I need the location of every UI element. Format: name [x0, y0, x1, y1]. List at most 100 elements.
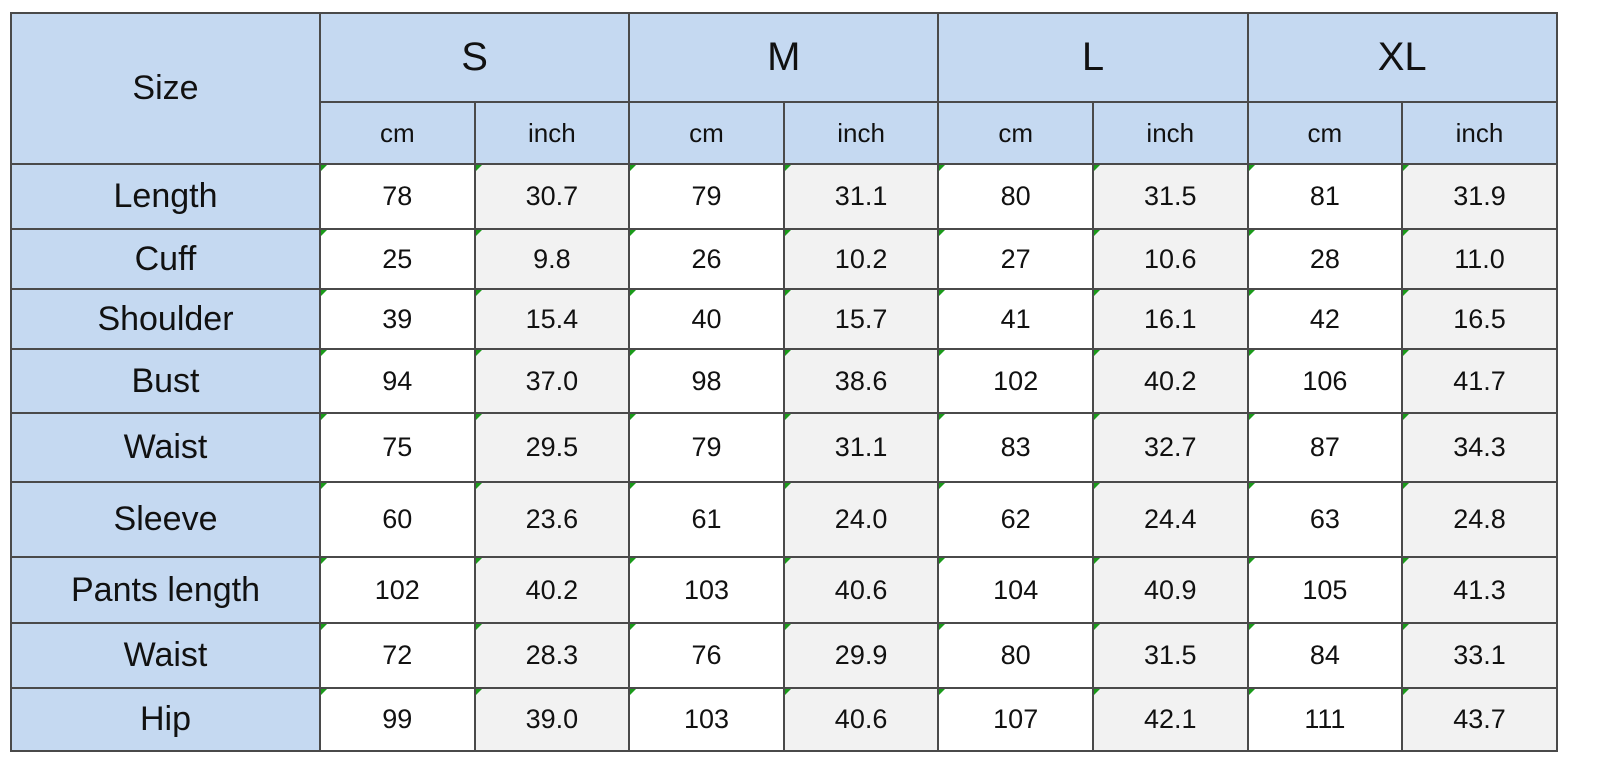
cell: 29.9 — [782, 622, 940, 689]
cell: 111 — [1246, 687, 1404, 752]
row-label: Hip — [10, 687, 321, 752]
cell: 15.4 — [473, 288, 631, 350]
cell: 104 — [937, 556, 1094, 624]
cell: 106 — [1246, 348, 1404, 414]
cell: 30.7 — [473, 163, 631, 230]
unit-header: inch — [1401, 101, 1558, 165]
cell: 33.1 — [1401, 622, 1558, 689]
cell: 40.2 — [1091, 348, 1249, 414]
cell: 40.2 — [473, 556, 631, 624]
cell: 80 — [937, 163, 1094, 230]
cell: 87 — [1246, 412, 1404, 483]
cell: 83 — [937, 412, 1094, 483]
cell: 26 — [628, 228, 785, 290]
data-row: Hip 99 39.0 103 40.6 107 42.1 111 43.7 — [10, 687, 1558, 752]
cell: 102 — [319, 556, 476, 624]
cell: 10.6 — [1091, 228, 1249, 290]
cell: 79 — [628, 412, 785, 483]
unit-header: cm — [319, 101, 476, 165]
unit-header: inch — [473, 101, 631, 165]
cell: 15.7 — [782, 288, 940, 350]
cell: 31.1 — [782, 163, 940, 230]
cell: 61 — [628, 481, 785, 558]
cell: 94 — [319, 348, 476, 414]
data-row: Length 78 30.7 79 31.1 80 31.5 81 31.9 — [10, 163, 1558, 230]
cell: 27 — [937, 228, 1094, 290]
cell: 11.0 — [1401, 228, 1558, 290]
cell: 28 — [1246, 228, 1404, 290]
cell: 42.1 — [1091, 687, 1249, 752]
cell: 32.7 — [1091, 412, 1249, 483]
cell: 40.6 — [782, 556, 940, 624]
cell: 99 — [319, 687, 476, 752]
cell: 38.6 — [782, 348, 940, 414]
cell: 62 — [937, 481, 1094, 558]
corner-header: Size — [10, 12, 321, 165]
cell: 102 — [937, 348, 1094, 414]
cell: 105 — [1246, 556, 1404, 624]
cell: 31.9 — [1401, 163, 1558, 230]
unit-header: cm — [937, 101, 1094, 165]
cell: 16.5 — [1401, 288, 1558, 350]
cell: 40.9 — [1091, 556, 1249, 624]
size-header: M — [628, 12, 940, 103]
unit-header: inch — [782, 101, 940, 165]
unit-header: cm — [628, 101, 785, 165]
cell: 40 — [628, 288, 785, 350]
cell: 23.6 — [473, 481, 631, 558]
cell: 40.6 — [782, 687, 940, 752]
cell: 9.8 — [473, 228, 631, 290]
row-label: Cuff — [10, 228, 321, 290]
cell: 72 — [319, 622, 476, 689]
size-header: XL — [1246, 12, 1558, 103]
cell: 78 — [319, 163, 476, 230]
cell: 31.1 — [782, 412, 940, 483]
data-row: Sleeve 60 23.6 61 24.0 62 24.4 63 24.8 — [10, 481, 1558, 558]
data-row: Waist 75 29.5 79 31.1 83 32.7 87 34.3 — [10, 412, 1558, 483]
cell: 42 — [1246, 288, 1404, 350]
unit-header: inch — [1091, 101, 1249, 165]
data-row: Cuff 25 9.8 26 10.2 27 10.6 28 11.0 — [10, 228, 1558, 290]
cell: 75 — [319, 412, 476, 483]
cell: 107 — [937, 687, 1094, 752]
data-row: Waist 72 28.3 76 29.9 80 31.5 84 33.1 — [10, 622, 1558, 689]
cell: 10.2 — [782, 228, 940, 290]
cell: 63 — [1246, 481, 1404, 558]
unit-row: cm inch cm inch cm inch cm inch — [11, 101, 1558, 165]
cell: 25 — [319, 228, 476, 290]
cell: 41 — [937, 288, 1094, 350]
data-row: Shoulder 39 15.4 40 15.7 41 16.1 42 16.5 — [10, 288, 1558, 350]
size-header: S — [318, 12, 631, 103]
cell: 60 — [319, 481, 476, 558]
cell: 31.5 — [1091, 163, 1249, 230]
row-label: Sleeve — [10, 481, 321, 558]
row-label: Length — [10, 163, 321, 230]
row-label: Shoulder — [10, 288, 321, 350]
cell: 43.7 — [1401, 687, 1558, 752]
cell: 41.3 — [1401, 556, 1558, 624]
cell: 84 — [1246, 622, 1404, 689]
size-header: L — [937, 12, 1249, 103]
unit-header: cm — [1246, 101, 1404, 165]
cell: 16.1 — [1091, 288, 1249, 350]
cell: 24.8 — [1401, 481, 1558, 558]
cell: 39 — [319, 288, 476, 350]
cell: 29.5 — [473, 412, 631, 483]
data-row: Bust 94 37.0 98 38.6 102 40.2 106 41.7 — [10, 348, 1558, 414]
cell: 41.7 — [1401, 348, 1558, 414]
cell: 76 — [628, 622, 785, 689]
row-label: Bust — [10, 348, 321, 414]
data-row: Pants length 102 40.2 103 40.6 104 40.9 105 41.3 — [10, 556, 1558, 624]
cell: 39.0 — [473, 687, 631, 752]
header-row: Size S M L XL — [10, 12, 1558, 165]
row-label: Pants length — [10, 556, 321, 624]
row-label: Waist — [10, 412, 321, 483]
cell: 98 — [628, 348, 785, 414]
cell: 37.0 — [473, 348, 631, 414]
cell: 81 — [1246, 163, 1404, 230]
cell: 24.0 — [782, 481, 940, 558]
row-label: Waist — [10, 622, 321, 689]
cell: 31.5 — [1091, 622, 1249, 689]
cell: 79 — [628, 163, 785, 230]
